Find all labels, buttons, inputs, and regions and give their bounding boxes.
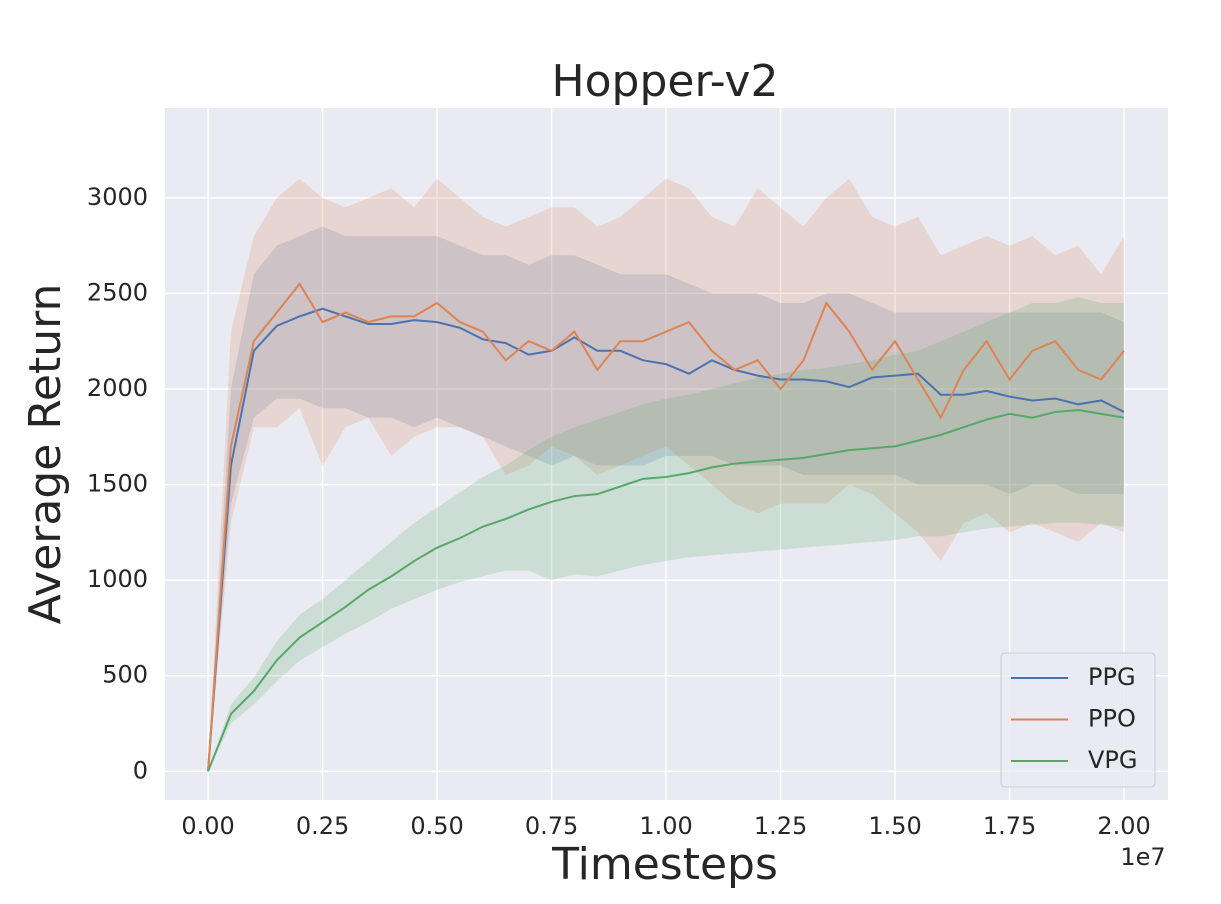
x-tick-label: 0.50 (410, 812, 463, 840)
y-tick-label: 3000 (87, 183, 148, 211)
y-tick-label: 0 (133, 756, 148, 784)
line (207, 409, 1125, 772)
y-tick-label: 500 (102, 661, 148, 689)
y-axis-label: Average Return (20, 284, 71, 625)
legend-label: PPO (1088, 705, 1136, 733)
y-tick-label: 1000 (87, 565, 148, 593)
x-tick-label: 0.75 (525, 812, 578, 840)
x-tick-label: 2.00 (1097, 812, 1150, 840)
x-tick-label: 0.25 (296, 812, 349, 840)
legend-label: PPG (1088, 663, 1136, 691)
x-tick-label: 1.00 (639, 812, 692, 840)
line (207, 282, 1125, 772)
confidence-band (208, 226, 1125, 772)
legend-box (1000, 652, 1156, 788)
y-tick-label: 2000 (87, 374, 148, 402)
x-tick-label: 1.50 (868, 812, 921, 840)
confidence-band (208, 297, 1125, 772)
legend-label: VPG (1088, 746, 1138, 774)
x-offset-label: 1e7 (1120, 843, 1165, 871)
x-tick-label: 1.75 (983, 812, 1036, 840)
x-tick-label: 1.25 (754, 812, 807, 840)
chart-title: Hopper-v2 (552, 56, 779, 107)
y-tick-label: 1500 (87, 470, 148, 498)
confidence-band (208, 178, 1125, 772)
line (207, 307, 1125, 772)
x-axis-label: Timesteps (551, 839, 778, 890)
y-tick-label: 2500 (87, 278, 148, 306)
x-tick-label: 0.00 (181, 812, 234, 840)
